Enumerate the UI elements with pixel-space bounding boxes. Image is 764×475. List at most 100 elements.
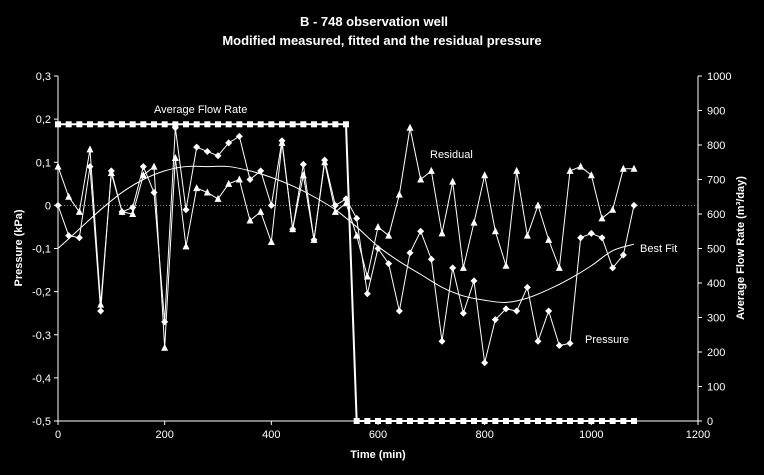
pressure-point bbox=[523, 283, 531, 291]
average-flow-rate-point bbox=[364, 418, 371, 424]
residual-point bbox=[86, 145, 94, 153]
y-left-tick-label: -0,2 bbox=[32, 287, 51, 299]
residual-point bbox=[182, 242, 190, 250]
residual-point bbox=[225, 179, 233, 187]
pressure-point bbox=[566, 339, 574, 347]
y-right-tick-label: 500 bbox=[707, 244, 725, 256]
pressure-point bbox=[97, 307, 105, 315]
y-right-tick-label: 300 bbox=[707, 313, 725, 325]
average-flow-rate-point bbox=[567, 418, 573, 424]
residual-annotation: Residual bbox=[430, 149, 473, 161]
residual-point bbox=[406, 123, 414, 131]
average-flow-rate-point bbox=[449, 418, 456, 424]
pressure-point bbox=[246, 176, 254, 183]
flow-annotation: Average Flow Rate bbox=[154, 104, 247, 116]
average-flow-rate-point bbox=[407, 418, 413, 424]
residual-point bbox=[353, 231, 361, 239]
average-flow-rate-point bbox=[385, 418, 392, 424]
y-axis-label-left: Pressure (kPa) bbox=[13, 209, 25, 286]
y-left-tick-label: -0,4 bbox=[32, 373, 51, 385]
residual-point bbox=[523, 231, 531, 239]
residual-point bbox=[278, 138, 286, 146]
pressure-point bbox=[587, 229, 595, 237]
average-flow-rate-point bbox=[129, 121, 136, 128]
pressure-point bbox=[598, 234, 606, 242]
y-right-tick-label: 100 bbox=[707, 382, 725, 394]
average-flow-rate-point bbox=[97, 121, 104, 128]
residual-point bbox=[299, 171, 307, 179]
average-flow-rate-point bbox=[119, 121, 125, 128]
chart-title: B - 748 observation well bbox=[300, 14, 448, 29]
x-tick-label: 200 bbox=[155, 429, 173, 441]
pressure-point bbox=[385, 260, 393, 268]
pressure-point bbox=[203, 147, 211, 155]
residual-point bbox=[246, 216, 254, 224]
chart-subtitle: Modified measured, fitted and the residu… bbox=[222, 33, 541, 48]
best-fit-line bbox=[57, 165, 635, 303]
average-flow-rate-point bbox=[631, 418, 637, 424]
y-axis-label-right: Average Flow Rate (m³/day) bbox=[735, 176, 747, 320]
x-tick-label: 400 bbox=[262, 429, 280, 441]
pressure-point bbox=[513, 307, 521, 315]
average-flow-rate-point bbox=[599, 418, 605, 424]
average-flow-rate-point bbox=[183, 121, 189, 128]
pressure-point bbox=[481, 359, 489, 367]
residual-point bbox=[459, 263, 467, 271]
average-flow-rate-point bbox=[492, 418, 499, 424]
average-flow-rate-point bbox=[396, 418, 403, 424]
residual-point bbox=[107, 169, 115, 177]
average-flow-rate-point bbox=[417, 418, 424, 424]
residual-point bbox=[75, 207, 83, 215]
average-flow-rate-point bbox=[87, 121, 93, 128]
pressure-point bbox=[161, 318, 169, 326]
y-left-tick-label: 0 bbox=[45, 200, 51, 212]
y-right-tick-label: 400 bbox=[707, 278, 725, 290]
residual-point bbox=[385, 231, 393, 239]
pressure-point bbox=[406, 249, 414, 257]
residual-point bbox=[449, 177, 457, 185]
y-left-tick-label: 0,1 bbox=[36, 157, 51, 169]
average-flow-rate-point bbox=[257, 121, 264, 128]
residual-point bbox=[257, 207, 265, 215]
average-flow-rate-point bbox=[140, 121, 147, 128]
average-flow-rate-point bbox=[311, 121, 317, 128]
pressure-point bbox=[257, 167, 265, 175]
average-flow-rate-point bbox=[236, 121, 243, 128]
y-left-tick-label: 0,3 bbox=[36, 71, 51, 83]
pressure-point bbox=[267, 201, 275, 209]
pressure-point bbox=[225, 139, 233, 147]
residual-point bbox=[97, 300, 105, 308]
residual-point bbox=[427, 166, 435, 174]
average-flow-rate-point bbox=[481, 418, 488, 424]
average-flow-rate-point bbox=[545, 418, 552, 424]
residual-point bbox=[491, 227, 499, 235]
y-right-tick-label: 900 bbox=[707, 106, 725, 118]
average-flow-rate-point bbox=[279, 121, 285, 128]
residual-point bbox=[342, 199, 350, 207]
pressure-point bbox=[577, 234, 585, 242]
average-flow-rate-point bbox=[439, 418, 445, 424]
average-flow-rate-point bbox=[300, 121, 307, 128]
average-flow-rate-point bbox=[428, 418, 435, 424]
residual-point bbox=[534, 201, 542, 209]
average-flow-rate-point bbox=[535, 418, 541, 424]
pressure-point bbox=[299, 160, 307, 168]
average-flow-rate-point bbox=[65, 121, 72, 128]
pressure-point bbox=[214, 152, 222, 160]
x-tick-label: 0 bbox=[55, 429, 61, 441]
residual-point bbox=[566, 166, 574, 174]
residual-point bbox=[118, 207, 126, 215]
y-right-tick-label: 200 bbox=[707, 347, 725, 359]
residual-point bbox=[577, 162, 585, 170]
y-right-tick-label: 700 bbox=[707, 175, 725, 187]
average-flow-rate-point bbox=[108, 121, 115, 128]
residual-point bbox=[129, 210, 137, 217]
x-axis-label: Time (min) bbox=[350, 449, 406, 461]
pressure-point bbox=[395, 307, 403, 315]
residual-point bbox=[139, 171, 147, 179]
residual-point bbox=[193, 184, 201, 192]
pressure-point bbox=[630, 201, 638, 209]
average-flow-rate-point bbox=[353, 418, 360, 424]
average-flow-rate-point bbox=[460, 418, 467, 424]
